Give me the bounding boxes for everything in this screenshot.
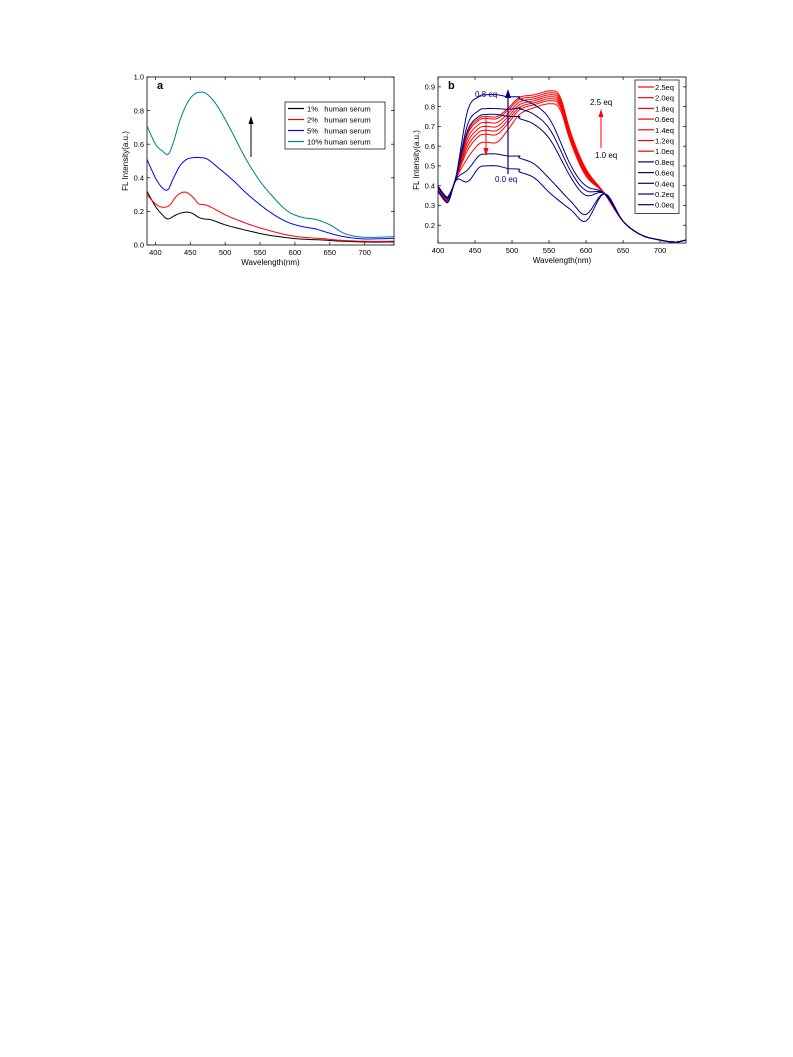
x-tick-label: 650 [324,248,337,257]
y-tick-label: 0.6 [134,140,144,149]
y-axis-label: FL Intensity(a.u.) [121,131,130,191]
y-tick-label: 0.4 [425,181,435,190]
x-tick-label: 600 [289,248,302,257]
x-tick-label: 550 [543,246,556,255]
x-tick-label: 550 [254,248,267,257]
y-tick-label: 0.8 [134,106,144,115]
x-tick-label: 600 [580,246,593,255]
legend-label: 1.0eq [655,147,674,156]
y-tick-label: 0.5 [425,162,435,171]
x-tick-label: 700 [654,246,667,255]
legend-label: 1.2eq [655,137,674,146]
x-tick-label: 500 [506,246,519,255]
navy-increase-arrow-head [505,89,511,98]
red-increase-arrow-head [598,109,604,117]
legend-label: 0.0eq [655,201,674,210]
series-line-1 [147,191,394,242]
y-tick-label: 0.0 [134,241,144,250]
y-tick-label: 0.3 [425,201,435,210]
legend-label: 2% human serum [307,116,371,125]
panel-label: b [448,80,455,92]
panel-a: 400 450 500 550 600 650 700 0.0 0.2 0.4 0.6 0.8 1.0 W… [121,73,395,267]
y-tick-label: 0.2 [134,207,144,216]
y-axis-label: FL Intensity(a.u.) [412,130,421,190]
x-tick-label: 650 [617,246,630,255]
x-tick-label: 450 [469,246,482,255]
y-tick-label: 1.0 [134,73,144,82]
series-line-0 [147,190,394,243]
legend-label: 0.8eq [655,158,674,167]
legend-label: 1% human serum [307,105,371,114]
y-tick-label: 0.6 [425,142,435,151]
x-axis-label: Wavelength(nm) [241,258,300,267]
panel-label: a [157,80,164,92]
x-axis-label: Wavelength(nm) [533,256,592,265]
series-line-3 [147,91,394,238]
legend-box [634,79,680,214]
plot-frame [437,76,687,244]
legend-label: 0.2eq [655,190,674,199]
legend-label: 1.8eq [655,104,674,113]
series-line-2 [147,156,394,240]
y-tick-label: 0.7 [425,122,435,131]
legend-label: 2.5eq [655,83,674,92]
legend-label: 0.4eq [655,179,674,188]
increase-arrow-head [248,116,254,124]
legend-label: 10% human serum [307,138,371,147]
y-tick-label: 0.9 [425,83,435,92]
annotation-0-0-eq: 0.0 eq [495,175,517,184]
annotation-1-0-eq: 1.0 eq [595,151,617,160]
y-tick-label: 0.4 [134,174,144,183]
legend: 1% human serum 2% human serum 5% human ser… [284,101,386,150]
y-tick-label: 0.2 [425,221,435,230]
series-line-11 [438,165,686,243]
x-tick-label: 700 [358,248,371,257]
legend-label: 0.6eq [655,169,674,178]
x-tick-label: 450 [184,248,197,257]
legend-label: 0.6eq [655,115,674,124]
x-tick-label: 400 [432,246,445,255]
annotation-0-8-eq: 0.8 eq [475,90,497,99]
x-tick-label: 500 [219,248,232,257]
legend-label: 2.0eq [655,94,674,103]
plot-frame [146,76,395,246]
y-tick-label: 0.8 [425,102,435,111]
x-tick-label: 400 [149,248,162,257]
red-decrease-arrow-head [483,148,489,156]
legend-label: 1.4eq [655,126,674,135]
panel-b: 400 450 500 550 600 650 700 0.2 0.3 0.4 0.5 0.6 0.7 0… [412,76,687,265]
legend-label: 5% human serum [307,127,371,136]
annotation-2-5-eq: 2.5 eq [590,98,612,107]
